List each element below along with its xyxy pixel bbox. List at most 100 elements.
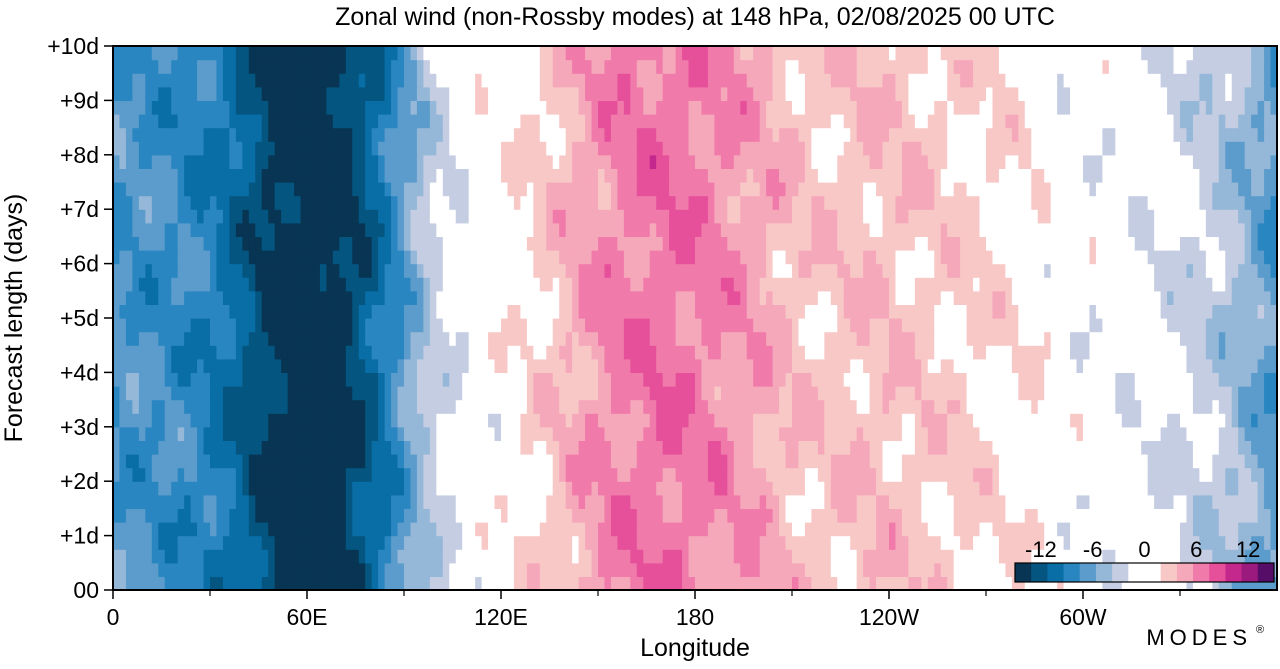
wind-cell bbox=[701, 318, 709, 333]
wind-cell bbox=[966, 454, 974, 469]
wind-cell bbox=[960, 386, 968, 401]
wind-cell bbox=[261, 209, 269, 224]
wind-cell bbox=[662, 481, 670, 496]
wind-cell bbox=[979, 290, 987, 305]
wind-cell bbox=[158, 290, 166, 305]
wind-cell bbox=[830, 263, 838, 278]
wind-cell bbox=[501, 304, 509, 319]
wind-cell bbox=[177, 576, 185, 590]
wind-cell bbox=[695, 345, 703, 360]
wind-cell bbox=[1076, 372, 1084, 387]
wind-cell bbox=[1024, 467, 1032, 482]
wind-cell bbox=[513, 508, 521, 523]
wind-cell bbox=[255, 345, 263, 360]
wind-cell bbox=[998, 535, 1006, 550]
wind-cell bbox=[307, 426, 315, 441]
wind-cell bbox=[947, 535, 955, 550]
wind-cell bbox=[992, 236, 1000, 251]
wind-cell bbox=[714, 331, 722, 346]
wind-cell bbox=[591, 481, 599, 496]
wind-cell bbox=[520, 467, 528, 482]
wind-cell bbox=[1154, 399, 1162, 414]
wind-cell bbox=[636, 413, 644, 428]
wind-cell bbox=[436, 399, 444, 414]
wind-cell bbox=[998, 372, 1006, 387]
wind-cell bbox=[552, 576, 560, 590]
wind-cell bbox=[1108, 250, 1116, 265]
wind-cell bbox=[753, 345, 761, 360]
wind-cell bbox=[604, 508, 612, 523]
wind-cell bbox=[255, 454, 263, 469]
wind-cell bbox=[695, 440, 703, 455]
wind-cell bbox=[740, 318, 748, 333]
wind-cell bbox=[720, 304, 728, 319]
wind-cell bbox=[669, 345, 677, 360]
wind-cell bbox=[649, 331, 657, 346]
wind-cell bbox=[449, 304, 457, 319]
wind-cell bbox=[235, 386, 243, 401]
wind-cell bbox=[669, 535, 677, 550]
wind-cell bbox=[429, 304, 437, 319]
wind-cell bbox=[1231, 290, 1239, 305]
wind-cell bbox=[546, 522, 554, 537]
wind-cell bbox=[746, 576, 754, 590]
wind-cell bbox=[287, 522, 295, 537]
wind-cell bbox=[837, 481, 845, 496]
wind-cell bbox=[824, 290, 832, 305]
wind-cell bbox=[1121, 481, 1129, 496]
wind-cell bbox=[332, 508, 340, 523]
wind-cell bbox=[1005, 277, 1013, 292]
wind-cell bbox=[901, 522, 909, 537]
wind-cell bbox=[850, 222, 858, 237]
wind-cell bbox=[591, 236, 599, 251]
wind-cell bbox=[572, 399, 580, 414]
wind-cell bbox=[927, 481, 935, 496]
wind-cell bbox=[1205, 481, 1213, 496]
wind-cell bbox=[643, 562, 651, 577]
wind-cell bbox=[119, 372, 127, 387]
wind-cell bbox=[229, 386, 237, 401]
wind-cell bbox=[643, 263, 651, 278]
wind-cell bbox=[759, 576, 767, 590]
wind-cell bbox=[378, 304, 386, 319]
wind-cell bbox=[319, 494, 327, 509]
wind-cell bbox=[720, 508, 728, 523]
wind-cell bbox=[766, 535, 774, 550]
wind-cell bbox=[352, 263, 360, 278]
wind-cell bbox=[287, 440, 295, 455]
wind-cell bbox=[449, 399, 457, 414]
wind-cell bbox=[908, 426, 916, 441]
wind-cell bbox=[210, 263, 218, 278]
wind-cell bbox=[1225, 318, 1233, 333]
wind-cell bbox=[973, 562, 981, 577]
wind-cell bbox=[804, 250, 812, 265]
wind-cell bbox=[914, 549, 922, 564]
wind-cell bbox=[688, 399, 696, 414]
wind-cell bbox=[1186, 386, 1194, 401]
wind-cell bbox=[986, 426, 994, 441]
wind-cell bbox=[384, 290, 392, 305]
wind-cell bbox=[481, 440, 489, 455]
wind-cell bbox=[539, 413, 547, 428]
wind-cell bbox=[171, 290, 179, 305]
wind-cell bbox=[1192, 549, 1200, 564]
wind-cell bbox=[1141, 222, 1149, 237]
wind-cell bbox=[856, 494, 864, 509]
wind-cell bbox=[513, 413, 521, 428]
wind-cell bbox=[1044, 399, 1052, 414]
wind-cell bbox=[138, 263, 146, 278]
wind-cell bbox=[216, 386, 224, 401]
wind-cell bbox=[901, 290, 909, 305]
wind-cell bbox=[429, 345, 437, 360]
wind-cell bbox=[1270, 290, 1277, 305]
wind-cell bbox=[539, 290, 547, 305]
wind-cell bbox=[1251, 549, 1259, 564]
wind-cell bbox=[882, 372, 890, 387]
wind-cell bbox=[824, 413, 832, 428]
wind-cell bbox=[300, 508, 308, 523]
wind-cell bbox=[197, 304, 205, 319]
wind-cell bbox=[979, 426, 987, 441]
wind-cell bbox=[1154, 535, 1162, 550]
wind-cell bbox=[953, 481, 961, 496]
wind-cell bbox=[643, 386, 651, 401]
